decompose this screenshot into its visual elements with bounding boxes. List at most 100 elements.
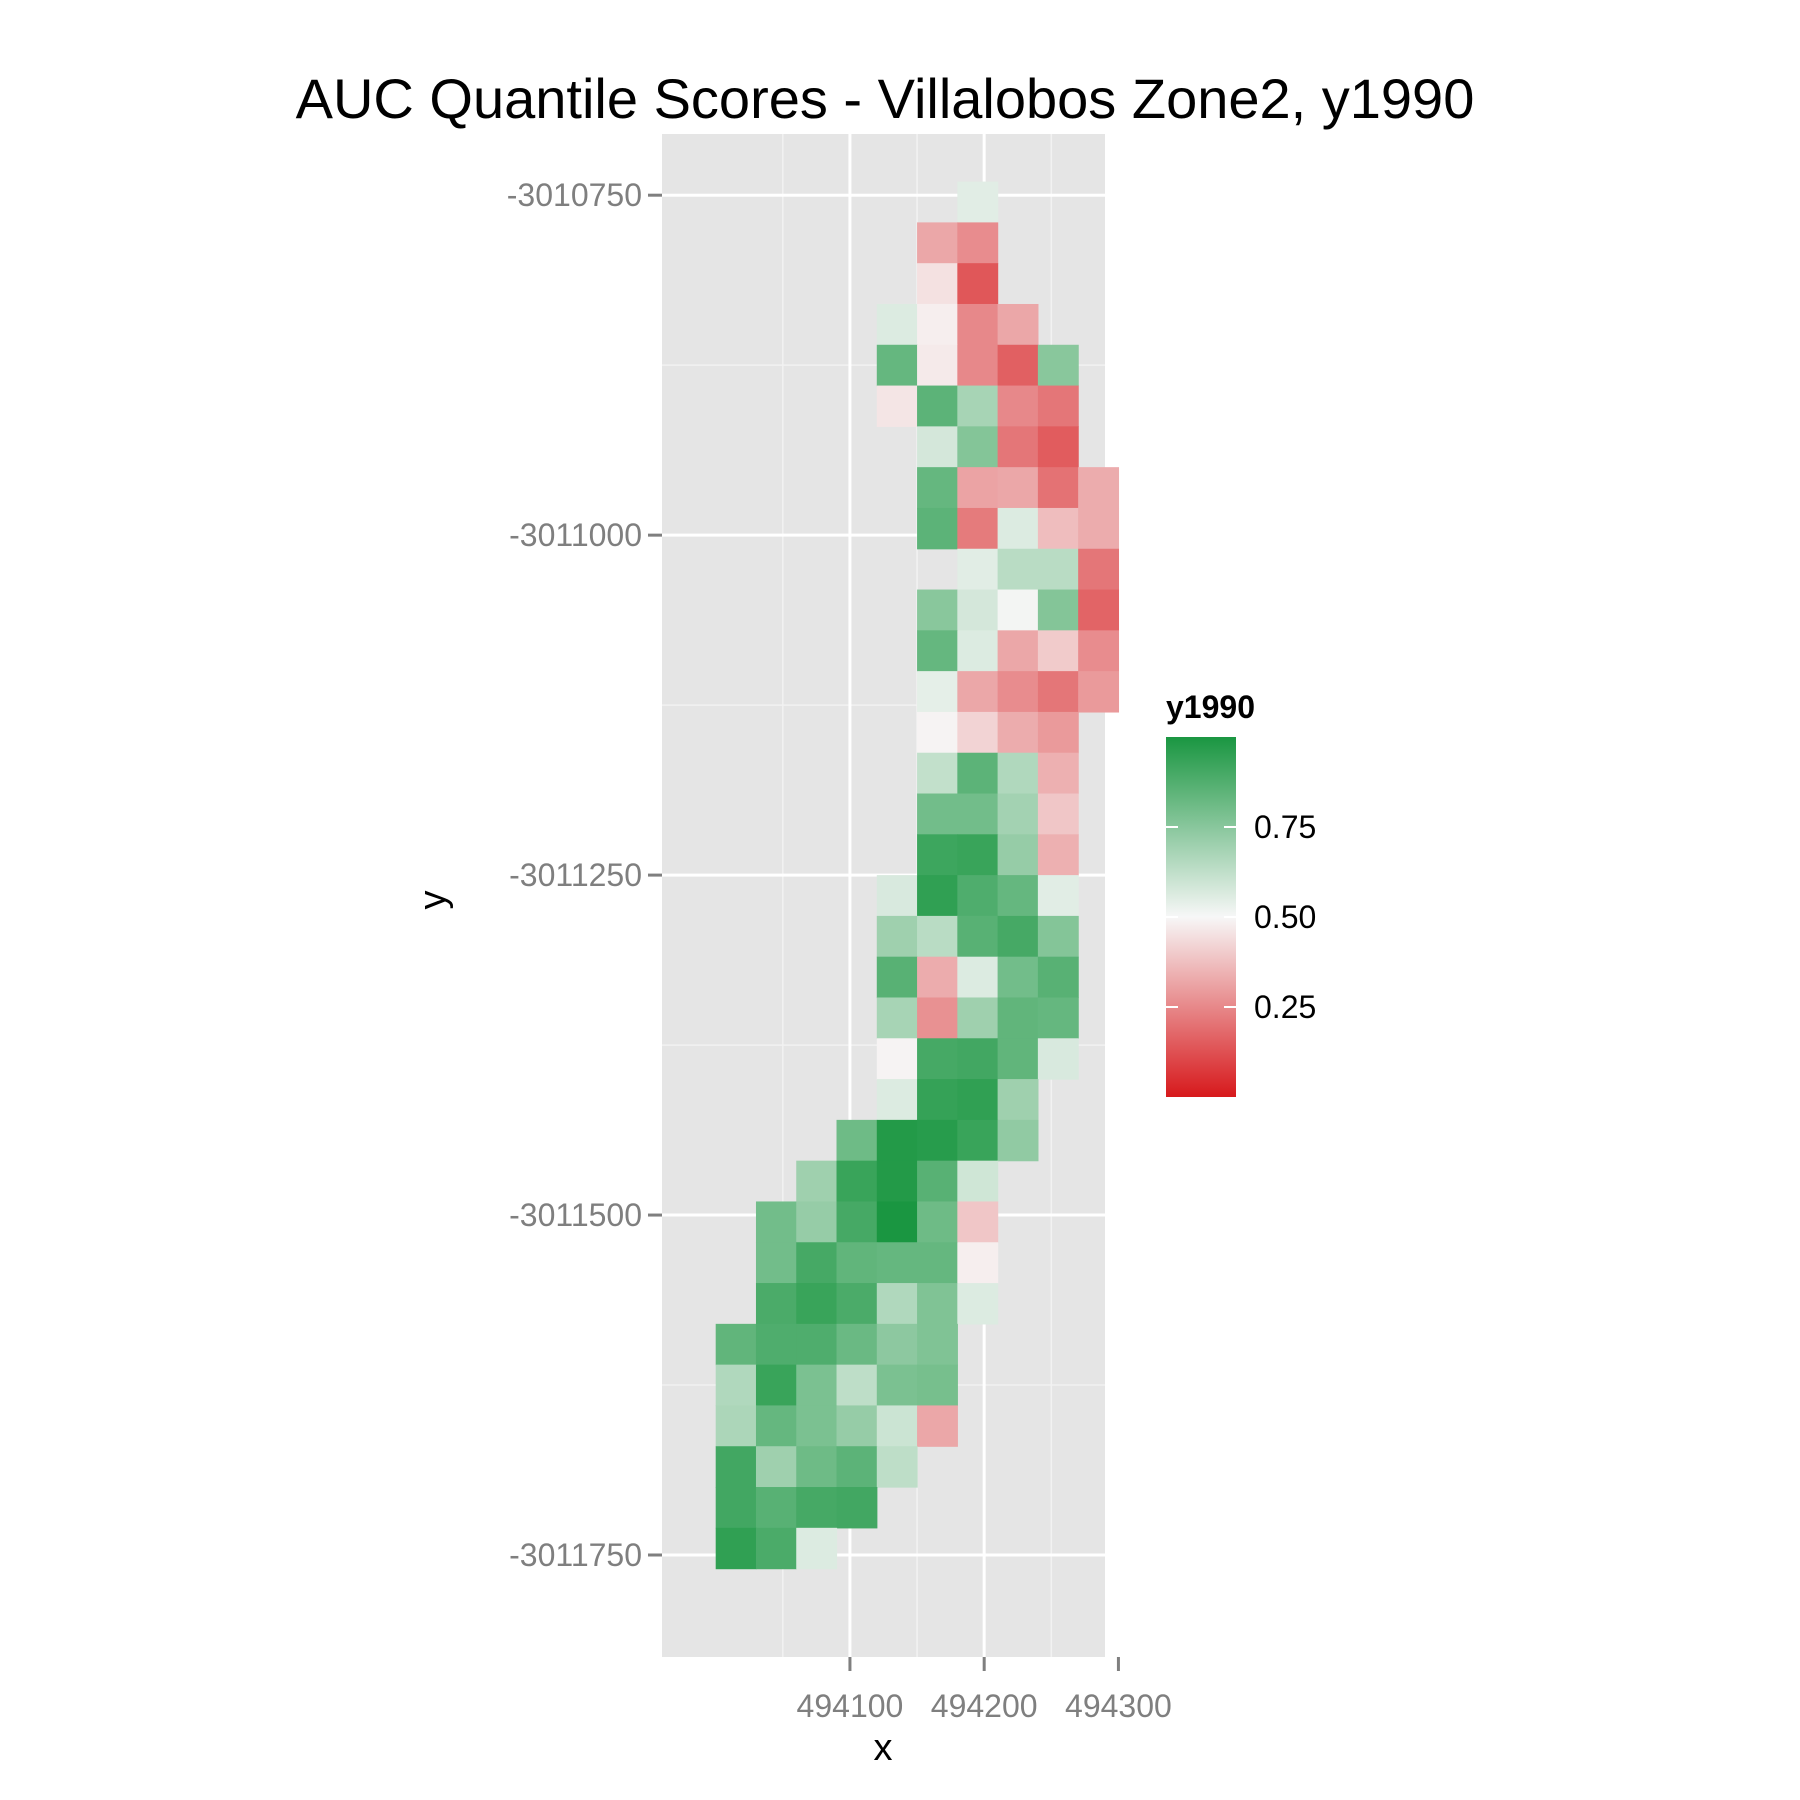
- heatmap-cell: [957, 548, 999, 591]
- heatmap-cell: [917, 1201, 958, 1243]
- heatmap-cell: [917, 1119, 958, 1162]
- y-tick-label: -3011250: [509, 857, 642, 893]
- heatmap-cell: [957, 1119, 999, 1162]
- x-axis-title: x: [874, 1727, 893, 1769]
- heatmap-cell: [917, 752, 958, 795]
- heatmap-cell: [876, 1079, 918, 1121]
- heatmap-cell: [755, 1527, 797, 1570]
- heatmap-cell: [1037, 752, 1079, 795]
- heatmap-cell: [876, 1242, 918, 1284]
- heatmap-cell: [997, 548, 1039, 591]
- heatmap-cell: [836, 1323, 878, 1366]
- heatmap-cell: [917, 467, 958, 509]
- heatmap-cell: [957, 1160, 999, 1203]
- heatmap-cell: [1037, 630, 1079, 672]
- heatmap-cell: [917, 1038, 958, 1080]
- heatmap-cell: [997, 426, 1039, 468]
- heatmap-cell: [876, 1160, 918, 1203]
- heatmap-cell: [917, 1405, 958, 1447]
- legend-label: 0.75: [1254, 809, 1316, 845]
- heatmap-cell: [836, 1446, 878, 1488]
- x-tick-label: 494200: [931, 1688, 1038, 1724]
- heatmap-cell: [917, 263, 958, 305]
- heatmap-cell: [997, 1119, 1039, 1162]
- heatmap-cell: [876, 1364, 918, 1407]
- heatmap-cell: [917, 1323, 958, 1366]
- heatmap-cell: [917, 344, 958, 387]
- heatmap-cell: [917, 385, 958, 427]
- heatmap-cell: [876, 1283, 918, 1325]
- heatmap-cell: [876, 1323, 918, 1366]
- heatmap-cell: [917, 426, 958, 468]
- heatmap-cell: [917, 589, 958, 631]
- heatmap-cell: [1078, 671, 1120, 713]
- heatmap-cell: [1037, 1038, 1079, 1080]
- heatmap-cell: [917, 1364, 958, 1407]
- heatmap-cell: [836, 1487, 878, 1529]
- heatmap-cell: [796, 1405, 838, 1447]
- heatmap-cell: [997, 752, 1039, 795]
- heatmap-cell: [957, 1038, 999, 1080]
- heatmap-cell: [836, 1405, 878, 1447]
- heatmap-cell: [917, 1283, 958, 1325]
- heatmap-cell: [1078, 589, 1120, 631]
- heatmap-cell: [917, 1160, 958, 1203]
- heatmap-cell: [755, 1242, 797, 1284]
- heatmap-cell: [957, 1283, 999, 1325]
- y-axis-title: y: [412, 891, 454, 910]
- heatmap-cell: [876, 997, 918, 1039]
- heatmap-cell: [917, 793, 958, 835]
- heatmap-cell: [917, 507, 958, 550]
- heatmap-cell: [957, 671, 999, 713]
- heatmap-cell: [997, 875, 1039, 917]
- heatmap-cell: [715, 1323, 757, 1366]
- heatmap-cells: [715, 181, 1120, 1570]
- heatmap-cell: [1037, 426, 1079, 468]
- y-tick-label: -3011500: [509, 1197, 642, 1233]
- heatmap-cell: [755, 1446, 797, 1488]
- y-axis: -3010750 -3011000 -3011250 -3011500 -3011750: [507, 177, 662, 1573]
- heatmap-cell: [997, 385, 1039, 427]
- heatmap-cell: [997, 834, 1039, 876]
- heatmap-cell: [997, 671, 1039, 713]
- heatmap-cell: [1037, 344, 1079, 387]
- heatmap-cell: [1037, 915, 1079, 958]
- heatmap-cell: [997, 997, 1039, 1039]
- heatmap-cell: [957, 344, 999, 387]
- heatmap-cell: [997, 344, 1039, 387]
- legend-label: 0.50: [1254, 899, 1316, 935]
- heatmap-cell: [917, 1079, 958, 1121]
- heatmap-cell: [997, 1079, 1039, 1121]
- heatmap-cell: [957, 915, 999, 958]
- heatmap-cell: [957, 303, 999, 346]
- heatmap-cell: [957, 426, 999, 468]
- heatmap-cell: [1078, 548, 1120, 591]
- heatmap-cell: [1037, 834, 1079, 876]
- heatmap-cell: [796, 1487, 838, 1529]
- heatmap-cell: [957, 997, 999, 1039]
- heatmap-cell: [1037, 997, 1079, 1039]
- heatmap-cell: [997, 956, 1039, 999]
- heatmap-cell: [836, 1201, 878, 1243]
- heatmap-cell: [1037, 467, 1079, 509]
- heatmap-cell: [876, 1446, 918, 1488]
- heatmap-cell: [957, 956, 999, 999]
- heatmap-cell: [876, 385, 918, 427]
- chart-title: AUC Quantile Scores - Villalobos Zone2, …: [296, 67, 1475, 130]
- heatmap-cell: [836, 1160, 878, 1203]
- y-tick-label: -3011750: [509, 1537, 642, 1573]
- heatmap-cell: [917, 997, 958, 1039]
- heatmap-cell: [957, 793, 999, 835]
- heatmap-cell: [957, 263, 999, 305]
- heatmap-cell: [876, 303, 918, 346]
- heatmap-cell: [957, 467, 999, 509]
- heatmap-cell: [957, 752, 999, 795]
- heatmap-cell: [796, 1283, 838, 1325]
- heatmap-cell: [796, 1242, 838, 1284]
- heatmap-cell: [997, 589, 1039, 631]
- heatmap-cell: [957, 875, 999, 917]
- heatmap-cell: [957, 507, 999, 550]
- heatmap-cell: [917, 711, 958, 754]
- y-tick-label: -3010750: [507, 177, 642, 213]
- heatmap-cell: [796, 1446, 838, 1488]
